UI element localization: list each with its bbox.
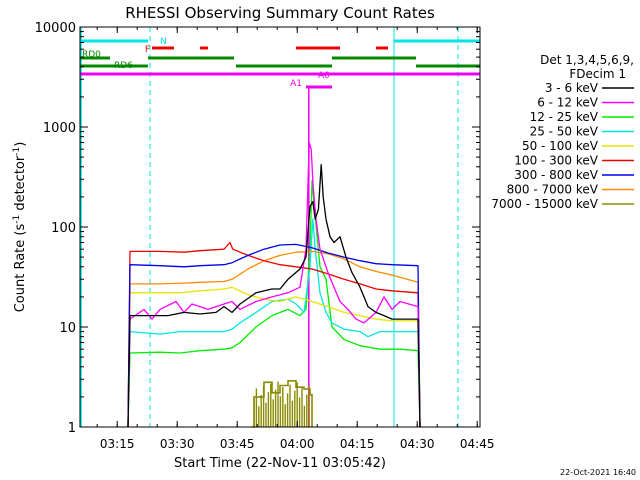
series-line	[127, 286, 421, 428]
chart-title: RHESSI Observing Summary Count Rates	[125, 4, 435, 22]
series-line	[127, 164, 421, 428]
x-axis-label: Start Time (22-Nov-11 03:05:42)	[174, 456, 386, 471]
flag-label: A1	[290, 79, 302, 89]
y-axis: 1 10 100 1000 10000	[35, 21, 480, 436]
flag-label: N	[160, 37, 167, 47]
series-line	[127, 250, 421, 428]
y-axis-label-end: )	[13, 142, 28, 147]
legend-label: 12 - 25 keV	[530, 110, 599, 124]
y-tick-label: 100	[51, 221, 76, 236]
y-tick-label: 1000	[43, 121, 76, 136]
flag-label: RD6	[114, 61, 133, 71]
x-tick-label: 04:45	[460, 437, 495, 451]
x-tick-label: 03:45	[220, 437, 255, 451]
y-tick-label: 10000	[35, 21, 76, 36]
y-axis-label-sup1: -1	[12, 215, 22, 224]
y-axis-label: Count Rate (s-1 detector-1)	[12, 142, 28, 313]
series-line	[127, 241, 421, 428]
y-axis-label-sup2: -1	[12, 147, 22, 156]
series-line	[127, 141, 421, 428]
flag-label: RD0	[82, 50, 101, 60]
footer-timestamp: 22-Oct-2021 16:40	[560, 468, 636, 477]
legend-label: 800 - 7000 keV	[507, 183, 599, 197]
x-tick-label: 04:15	[340, 437, 375, 451]
x-tick-label: 03:15	[100, 437, 135, 451]
legend-label: 7000 - 15000 keV	[491, 197, 598, 211]
flag-label: F	[145, 45, 150, 55]
x-tick-label: 03:30	[160, 437, 195, 451]
legend-label: 100 - 300 keV	[514, 154, 598, 168]
y-axis-label-mid: detector	[13, 155, 28, 215]
plot-area: NF RD0 RD6 A1 A0	[80, 27, 480, 428]
y-tick-label: 1	[68, 421, 76, 436]
y-tick-label: 10	[59, 321, 76, 336]
x-tick-label: 04:30	[400, 437, 435, 451]
flag-label: A0	[318, 71, 330, 81]
series-line	[127, 218, 421, 428]
legend-label: 25 - 50 keV	[530, 125, 599, 139]
legend-header-detectors: Det 1,3,4,5,6,9,	[540, 53, 634, 67]
legend-label: 300 - 800 keV	[514, 168, 598, 182]
x-tick-label: 04:00	[280, 437, 315, 451]
legend-label: 6 - 12 keV	[537, 96, 599, 110]
legend-label: 50 - 100 keV	[522, 139, 599, 153]
y-axis-label-main: Count Rate (s	[13, 224, 28, 313]
legend-label: 3 - 6 keV	[545, 81, 599, 95]
series-line	[127, 243, 421, 428]
legend-header-fdecim: FDecim 1	[569, 67, 626, 81]
series-line	[127, 180, 421, 428]
